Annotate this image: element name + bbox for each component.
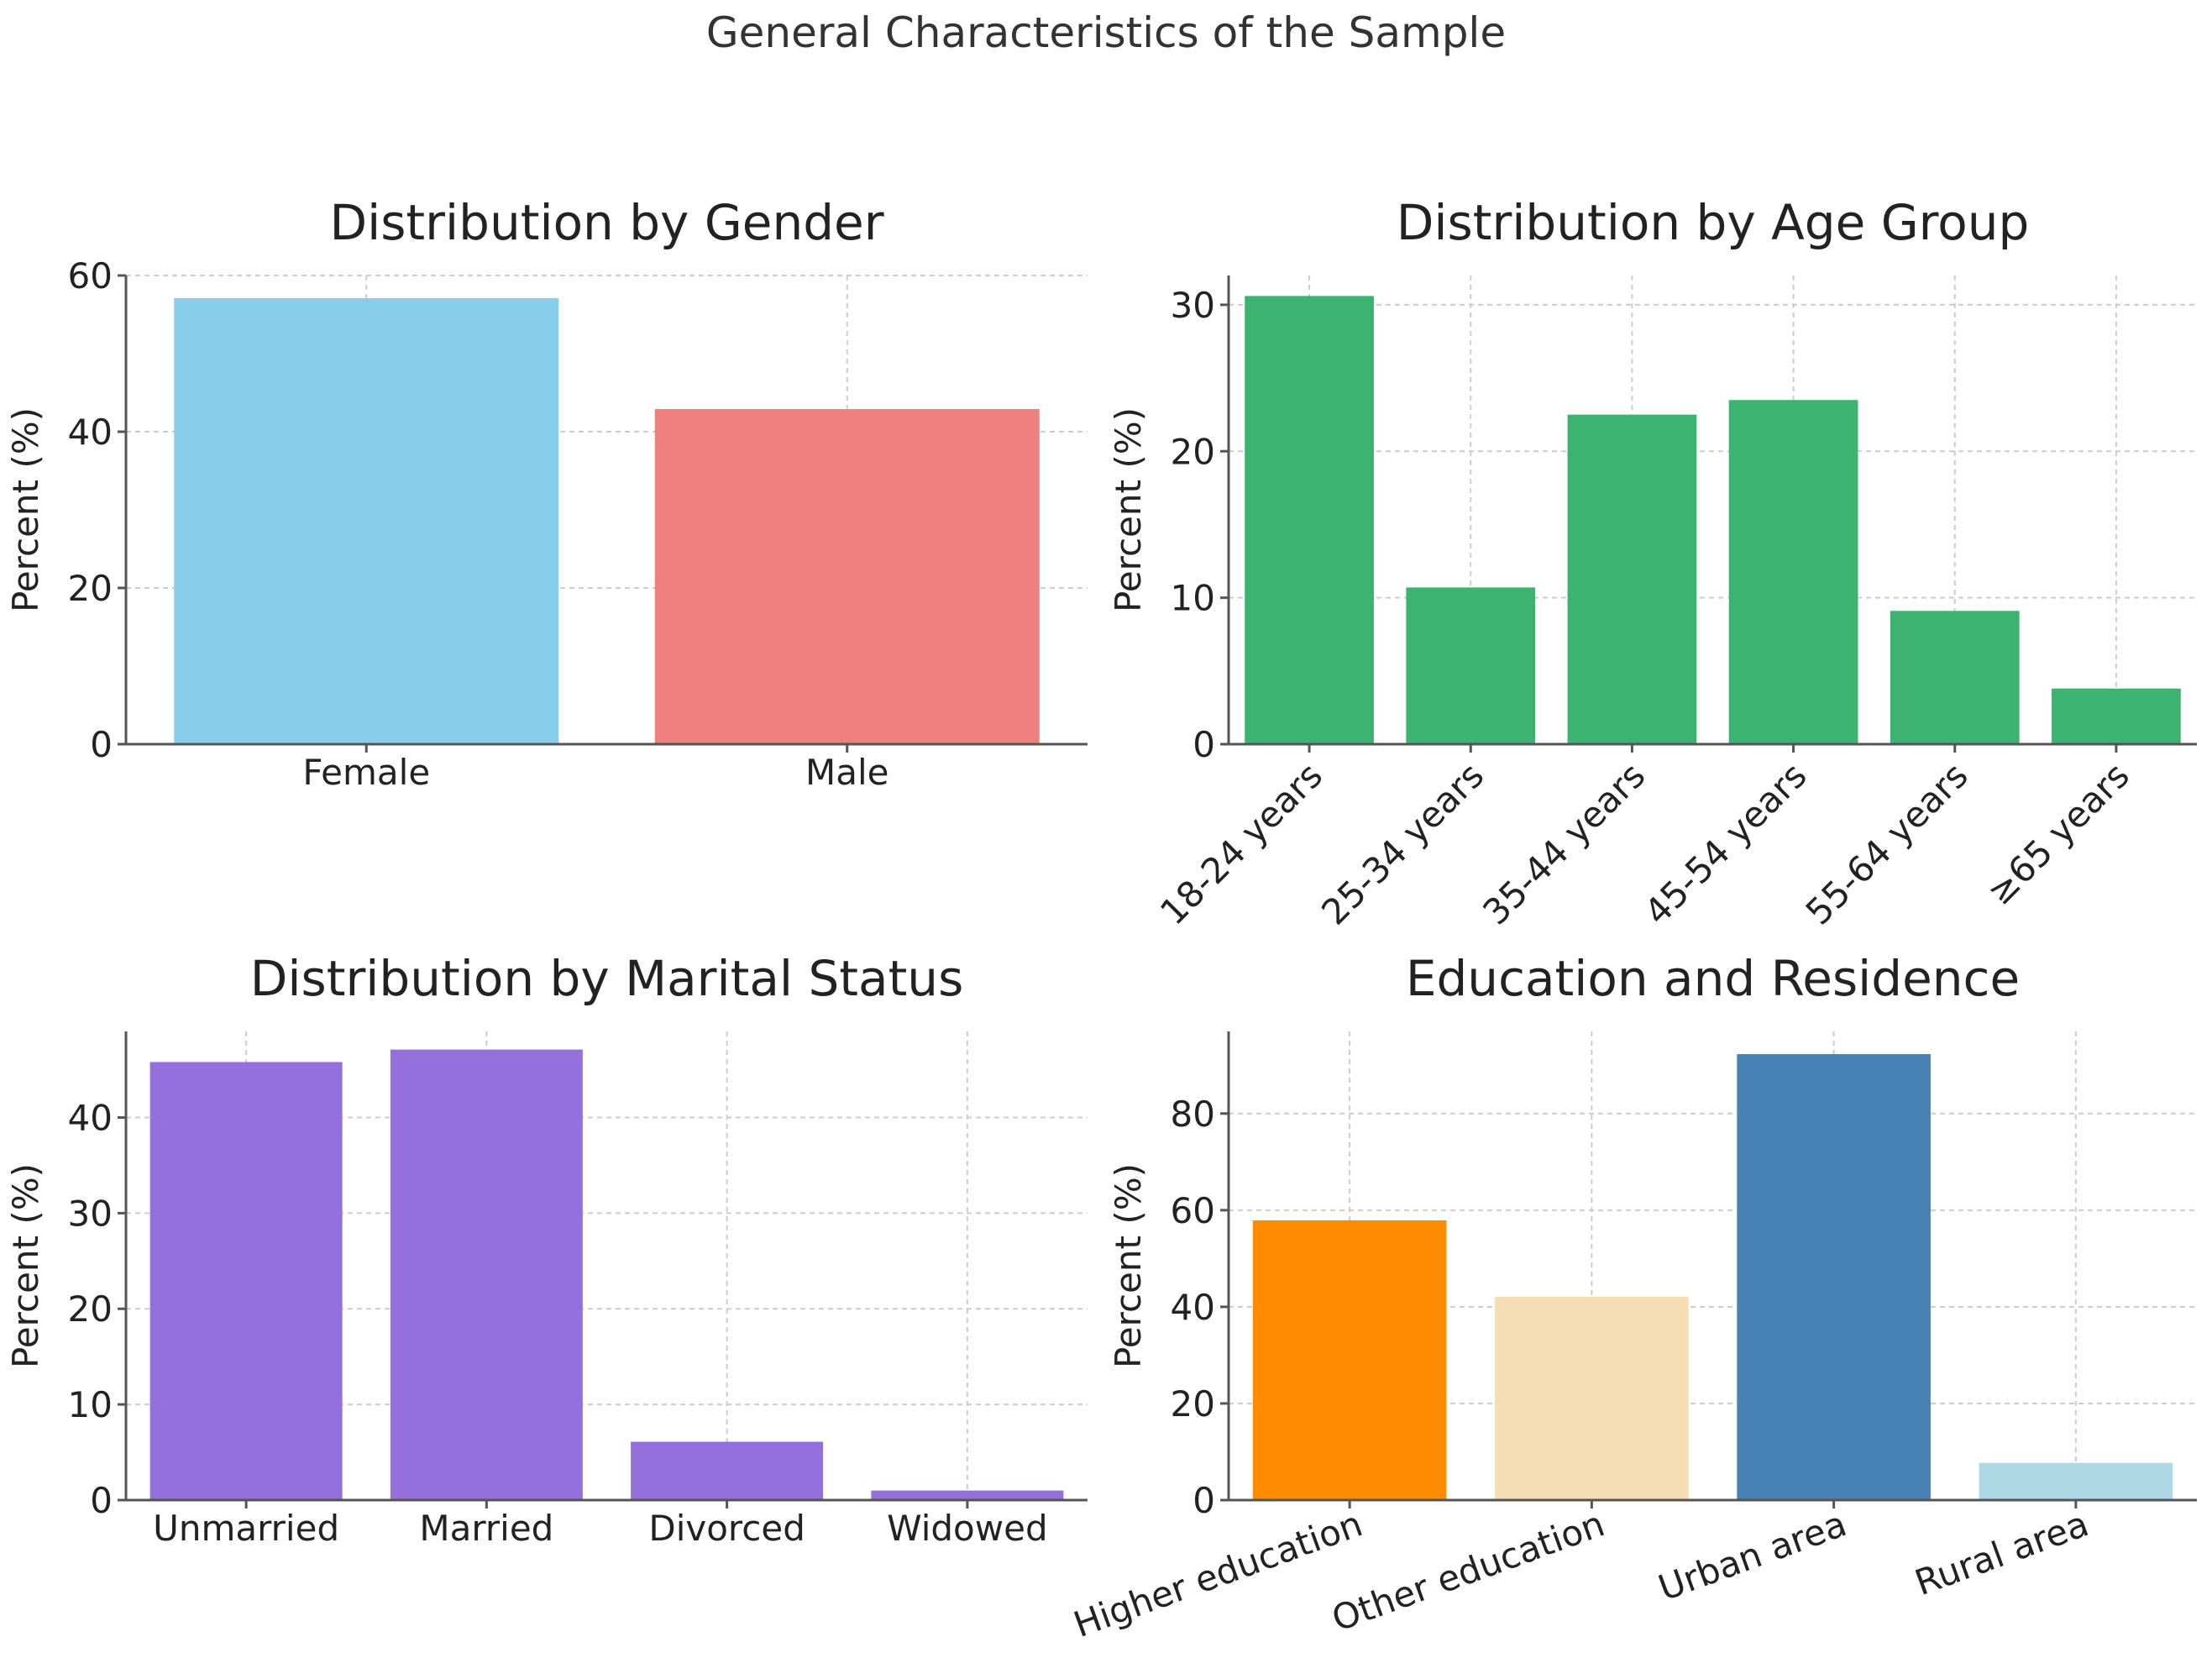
bar-male [654, 409, 1040, 744]
x-tick-label: Divorced [648, 1508, 805, 1549]
x-tick-label: Unmarried [153, 1508, 339, 1549]
y-tick-label: 20 [1171, 1383, 1215, 1425]
x-tick-label: ≥65 years [1979, 754, 2136, 912]
y-tick-label: 30 [68, 1193, 113, 1234]
bar-rural-area [1979, 1462, 2173, 1500]
y-axis-label: Percent (%) [5, 1163, 46, 1368]
x-tick-label: 25-34 years [1313, 754, 1491, 932]
y-tick-label: 40 [68, 412, 113, 453]
x-tick-label: 18-24 years [1152, 754, 1330, 932]
bar-married [390, 1049, 583, 1500]
bar-18-24-years [1245, 296, 1374, 745]
x-tick-label: Married [419, 1508, 553, 1549]
bar-unmarried [149, 1062, 343, 1500]
y-tick-label: 0 [90, 724, 113, 765]
chart-title: Distribution by Marital Status [250, 950, 964, 1007]
chart-panel-1: 0 20 40 60 Female Male Distribution by Gender P… [5, 194, 1088, 793]
y-tick-label: 20 [68, 568, 113, 609]
y-tick-label: 10 [68, 1384, 113, 1425]
bar-45-54-years [1728, 400, 1858, 744]
y-tick-label: 0 [90, 1480, 113, 1521]
y-tick-label: 60 [1171, 1190, 1215, 1231]
y-tick-label: 30 [1171, 285, 1215, 326]
x-tick-label: Other education [1327, 1503, 1610, 1640]
x-tick-label: Urban area [1653, 1503, 1852, 1608]
bar-divorced [631, 1441, 824, 1500]
bar-higher-education [1252, 1220, 1447, 1500]
bar-35-44-years [1567, 414, 1697, 744]
x-tick-label: 45-54 years [1637, 754, 1815, 932]
chart-title: Distribution by Age Group [1397, 194, 2030, 251]
figure-title: General Characteristics of the Sample [705, 8, 1507, 57]
y-tick-label: 0 [1192, 1480, 1215, 1521]
y-tick-label: 80 [1171, 1094, 1215, 1135]
chart-panel-3: 0 10 20 30 40 Unmarried Married Divorced Widowed… [5, 950, 1088, 1549]
x-tick-label: Widowed [887, 1508, 1047, 1549]
y-tick-label: 0 [1192, 724, 1215, 765]
x-tick-label: 35-44 years [1475, 754, 1653, 932]
y-tick-label: 40 [1171, 1287, 1215, 1328]
y-axis-label: Percent (%) [1108, 407, 1149, 612]
bar-25-34-years [1406, 587, 1536, 744]
bar-other-education [1495, 1296, 1689, 1500]
y-axis-label: Percent (%) [1108, 1163, 1149, 1368]
bar-55-64-years [1890, 611, 2020, 744]
x-tick-label: Rural area [1910, 1503, 2094, 1603]
bar-widowed [871, 1490, 1064, 1500]
x-tick-label: Higher education [1068, 1503, 1367, 1645]
bar-65-years [2052, 688, 2181, 744]
y-tick-label: 60 [68, 255, 113, 296]
y-axis-label: Percent (%) [5, 407, 46, 612]
y-tick-label: 20 [68, 1288, 113, 1330]
x-tick-label: 55-64 years [1798, 754, 1976, 932]
chart-title: Distribution by Gender [329, 194, 883, 251]
bar-urban-area [1737, 1054, 1931, 1500]
x-tick-label: Female [302, 752, 430, 793]
y-tick-label: 10 [1171, 578, 1215, 619]
x-tick-label: Male [805, 752, 888, 793]
chart-title: Education and Residence [1406, 950, 2020, 1007]
bar-female [174, 297, 559, 745]
y-tick-label: 20 [1171, 431, 1215, 472]
y-tick-label: 40 [68, 1097, 113, 1138]
